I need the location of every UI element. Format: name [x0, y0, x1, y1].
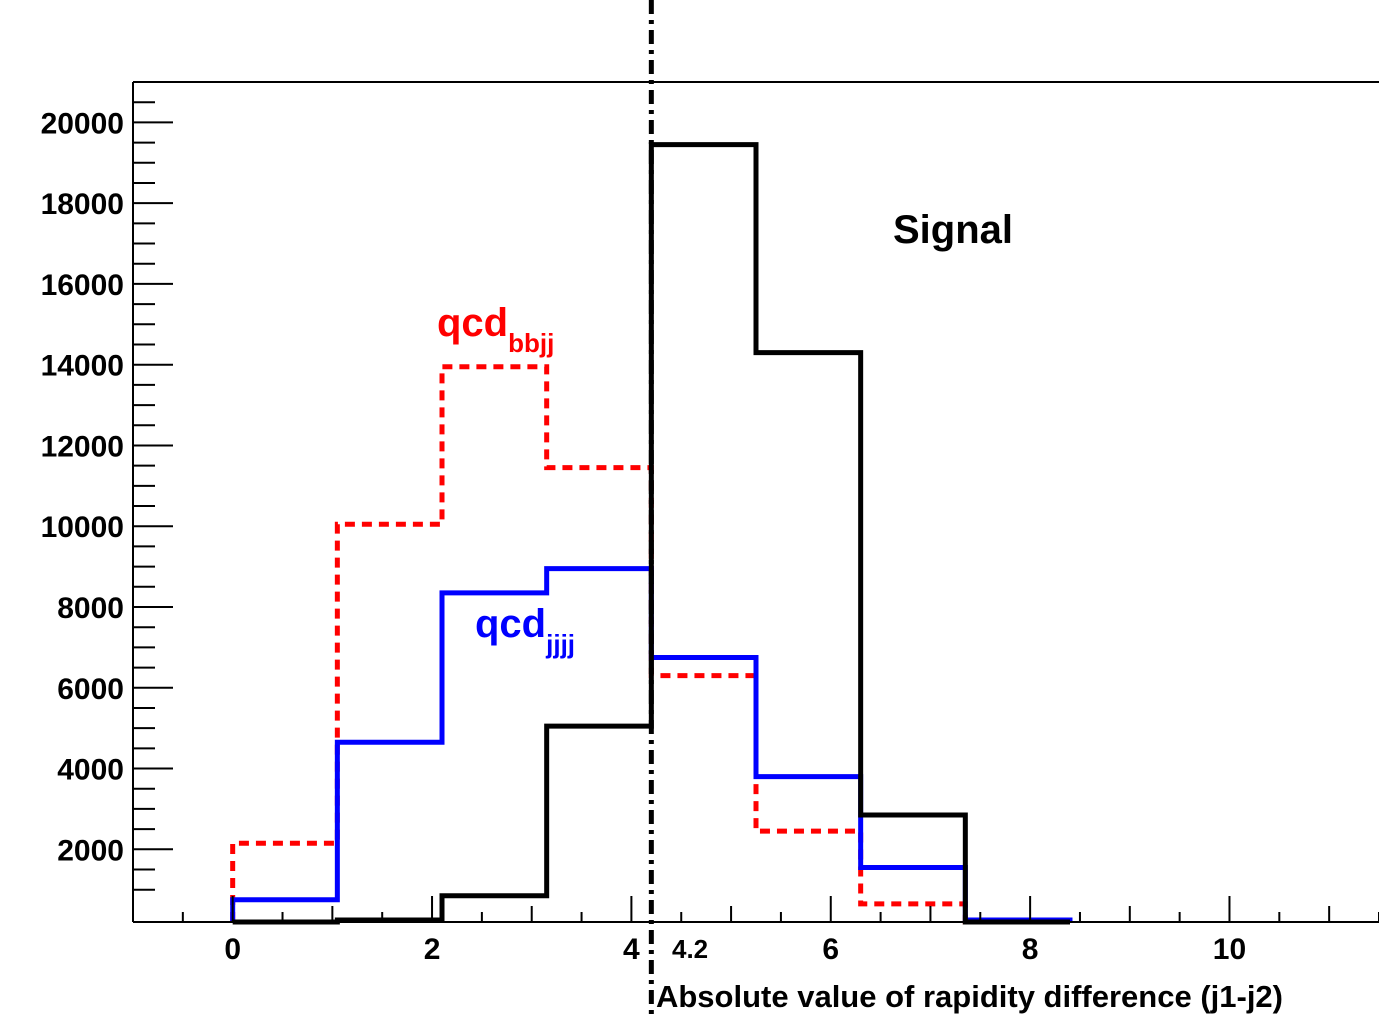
x-tick-label: 4 [623, 933, 640, 966]
x-tick-label: 0 [224, 933, 241, 966]
y-tick-label: 6000 [57, 673, 124, 706]
x-tick-label: 10 [1213, 933, 1246, 966]
y-tick-label: 4000 [57, 754, 124, 787]
x-tick-label: 2 [424, 933, 441, 966]
cut-value-label: 4.2 [672, 934, 708, 964]
y-tick-label: 14000 [41, 350, 124, 383]
series-signal [232, 142, 1070, 925]
x-axis-title: Absolute value of rapidity difference (j… [656, 979, 1283, 1014]
y-tick-label: 10000 [41, 511, 124, 544]
tick-layer: 0 2 4 6 8 10 2000 4000 6000 8000 10000 12000 14000 16… [41, 81, 1379, 966]
y-tick-label: 16000 [41, 269, 124, 302]
series-label-qcd-jjjj: qcdjjjj [475, 602, 575, 659]
y-tick-label: 2000 [57, 834, 124, 867]
x-tick-label: 6 [822, 933, 839, 966]
series-subscript: jjjj [545, 629, 575, 659]
x-tick-label: 8 [1022, 933, 1039, 966]
series-name: qcd [437, 301, 508, 345]
y-tick-label: 8000 [57, 592, 124, 625]
y-tick-label: 20000 [41, 107, 124, 140]
series-subscript: bbjj [508, 328, 554, 358]
series-label-signal: Signal [893, 208, 1013, 252]
series-name: qcd [475, 602, 546, 646]
series-outline [232, 142, 1070, 925]
axes-layer [132, 81, 1379, 923]
y-tick-label: 18000 [41, 188, 124, 221]
y-tick-label: 12000 [41, 430, 124, 463]
series-label-qcd-bbjj: qcdbbjj [437, 301, 554, 358]
